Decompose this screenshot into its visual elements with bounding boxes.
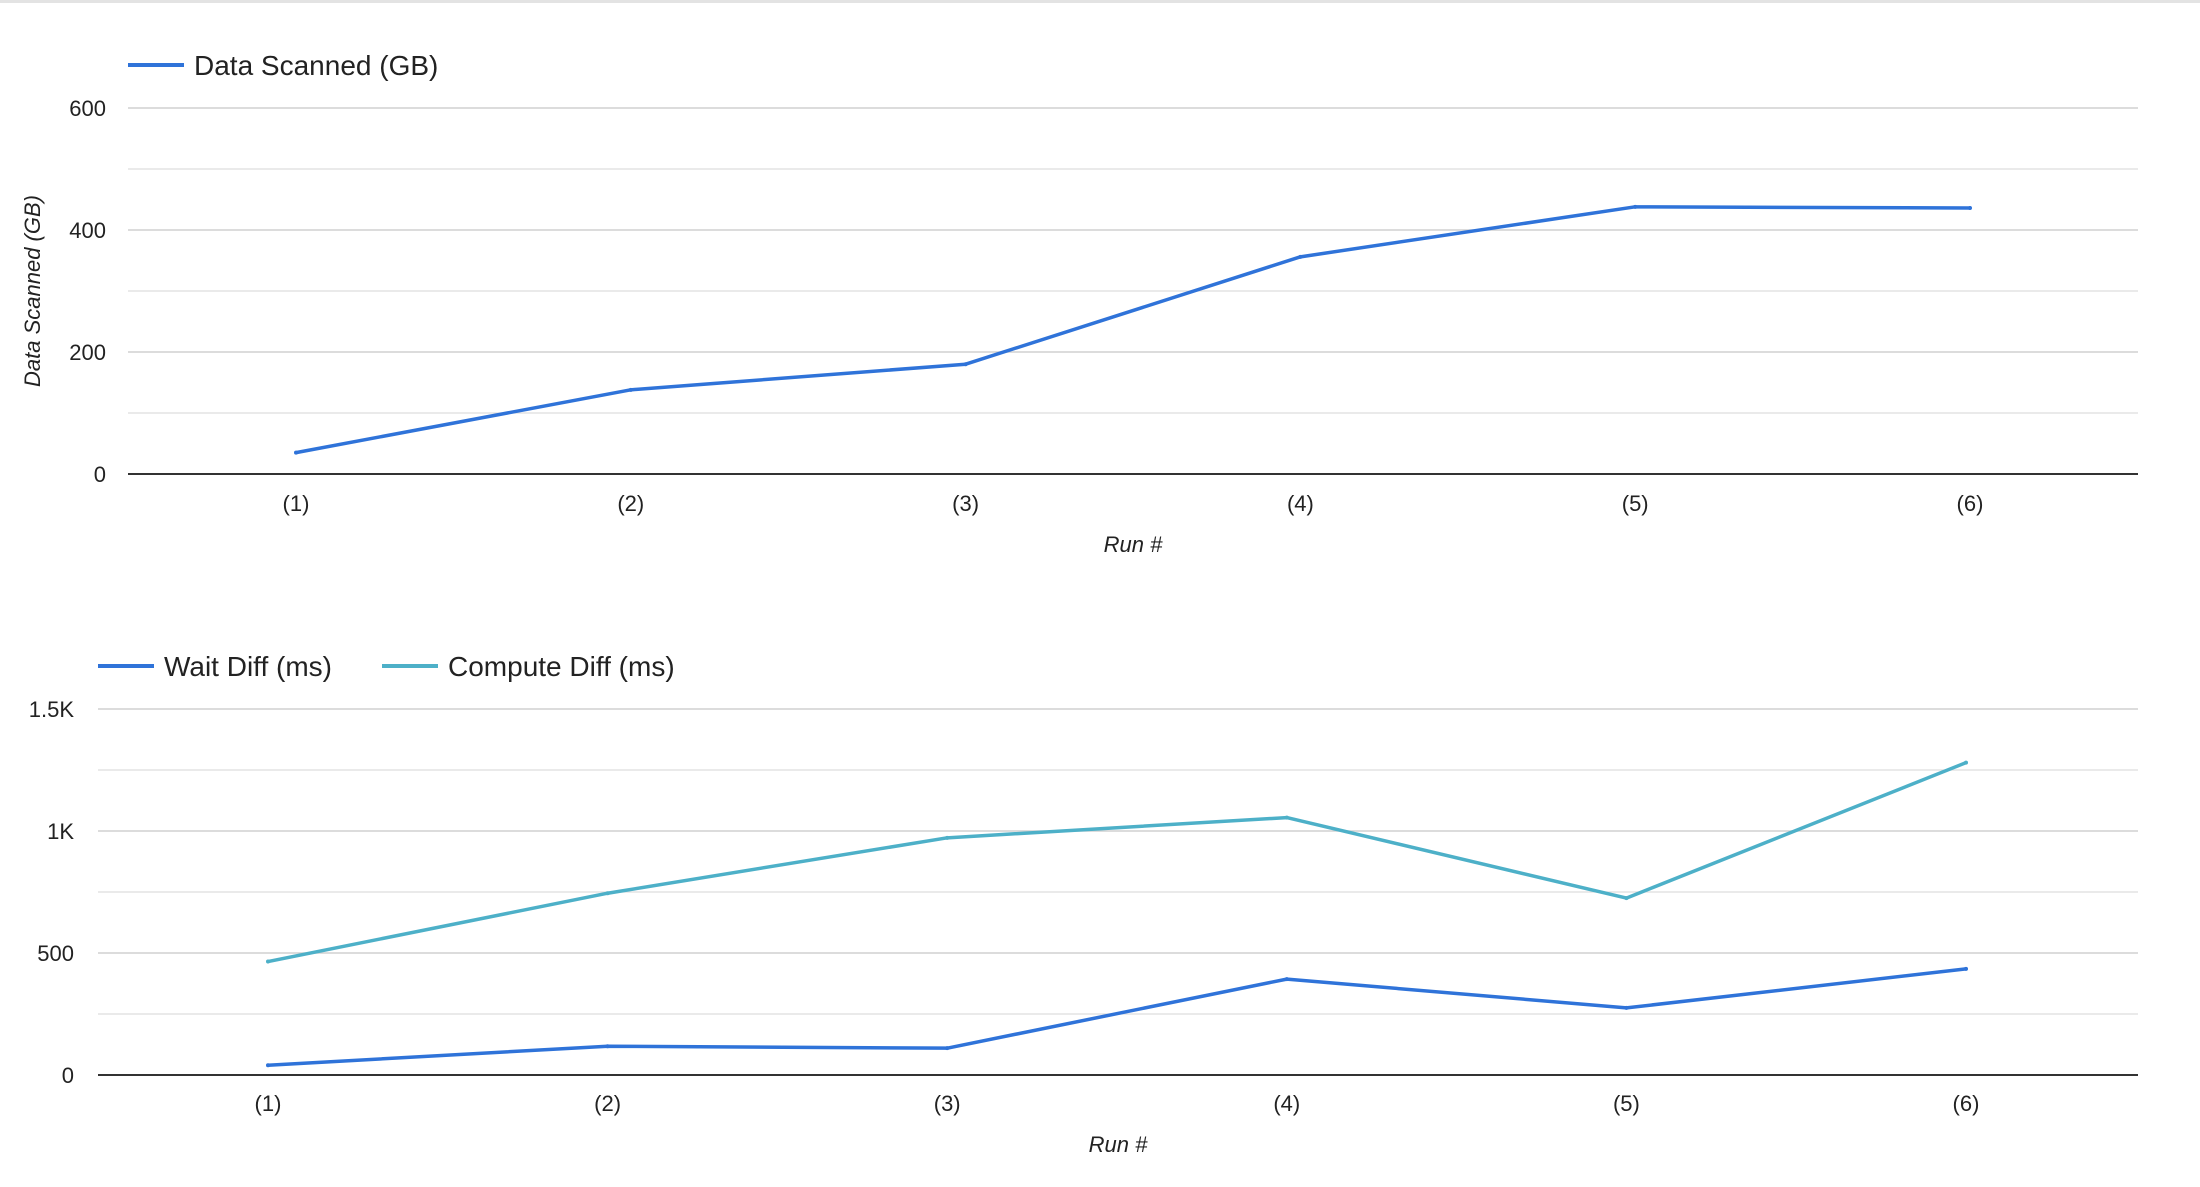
data-point [963,362,968,367]
y-tick-label: 0 [62,1063,74,1088]
x-tick-label: (3) [934,1091,961,1116]
data-point [1633,204,1638,209]
y-tick-label: 200 [69,340,106,365]
x-tick-label: (1) [283,491,310,516]
x-tick-label: (2) [617,491,644,516]
x-tick-label: (6) [1957,491,1984,516]
x-axis-title: Run # [1104,532,1163,557]
legend-label: Compute Diff (ms) [448,651,675,682]
data-point [1964,760,1968,765]
x-axis-title: Run # [1089,1132,1148,1157]
data-point [605,1044,610,1049]
y-tick-label: 0 [94,462,106,487]
y-tick-label: 400 [69,218,106,243]
data-point [945,835,950,840]
legend-label: Wait Diff (ms) [164,651,332,682]
legend-label: Data Scanned (GB) [194,50,438,81]
y-axis-title: Data Scanned (GB) [20,195,45,387]
data-point [1284,815,1289,820]
x-tick-label: (4) [1287,491,1314,516]
series-line [266,760,1968,964]
data-point [1284,977,1289,982]
y-tick-label: 1.5K [29,697,75,722]
x-tick-label: (6) [1953,1091,1980,1116]
x-tick-label: (3) [952,491,979,516]
data-point [1968,206,1972,211]
chart-1: 0 200 400 600 (1) (2) (3) (4) (5) (6) Run # Data Sc… [20,50,2138,557]
data-point [1624,1005,1629,1010]
data-point [628,387,633,392]
x-tick-label: (1) [255,1091,282,1116]
data-point [1624,896,1629,901]
data-point [605,891,610,896]
y-tick-label: 600 [69,96,106,121]
data-point [1964,966,1968,971]
x-tick-label: (4) [1273,1091,1300,1116]
data-point [945,1046,950,1051]
y-tick-label: 500 [37,941,74,966]
series-line [266,967,1968,1067]
data-point [1298,254,1303,259]
x-tick-label: (2) [594,1091,621,1116]
data-point [294,450,298,455]
x-tick-label: (5) [1622,491,1649,516]
data-point [266,1063,270,1068]
y-tick-label: 1K [47,819,74,844]
series-line [294,205,1972,455]
chart-2: 0 500 1K 1.5K (1) (2) (3) (4) (5) (6) Run # Wait Di… [29,651,2138,1157]
charts-canvas: 0 200 400 600 (1) (2) (3) (4) (5) (6) Run # Data Sc… [20,50,2138,1157]
data-point [266,959,270,964]
x-tick-label: (5) [1613,1091,1640,1116]
